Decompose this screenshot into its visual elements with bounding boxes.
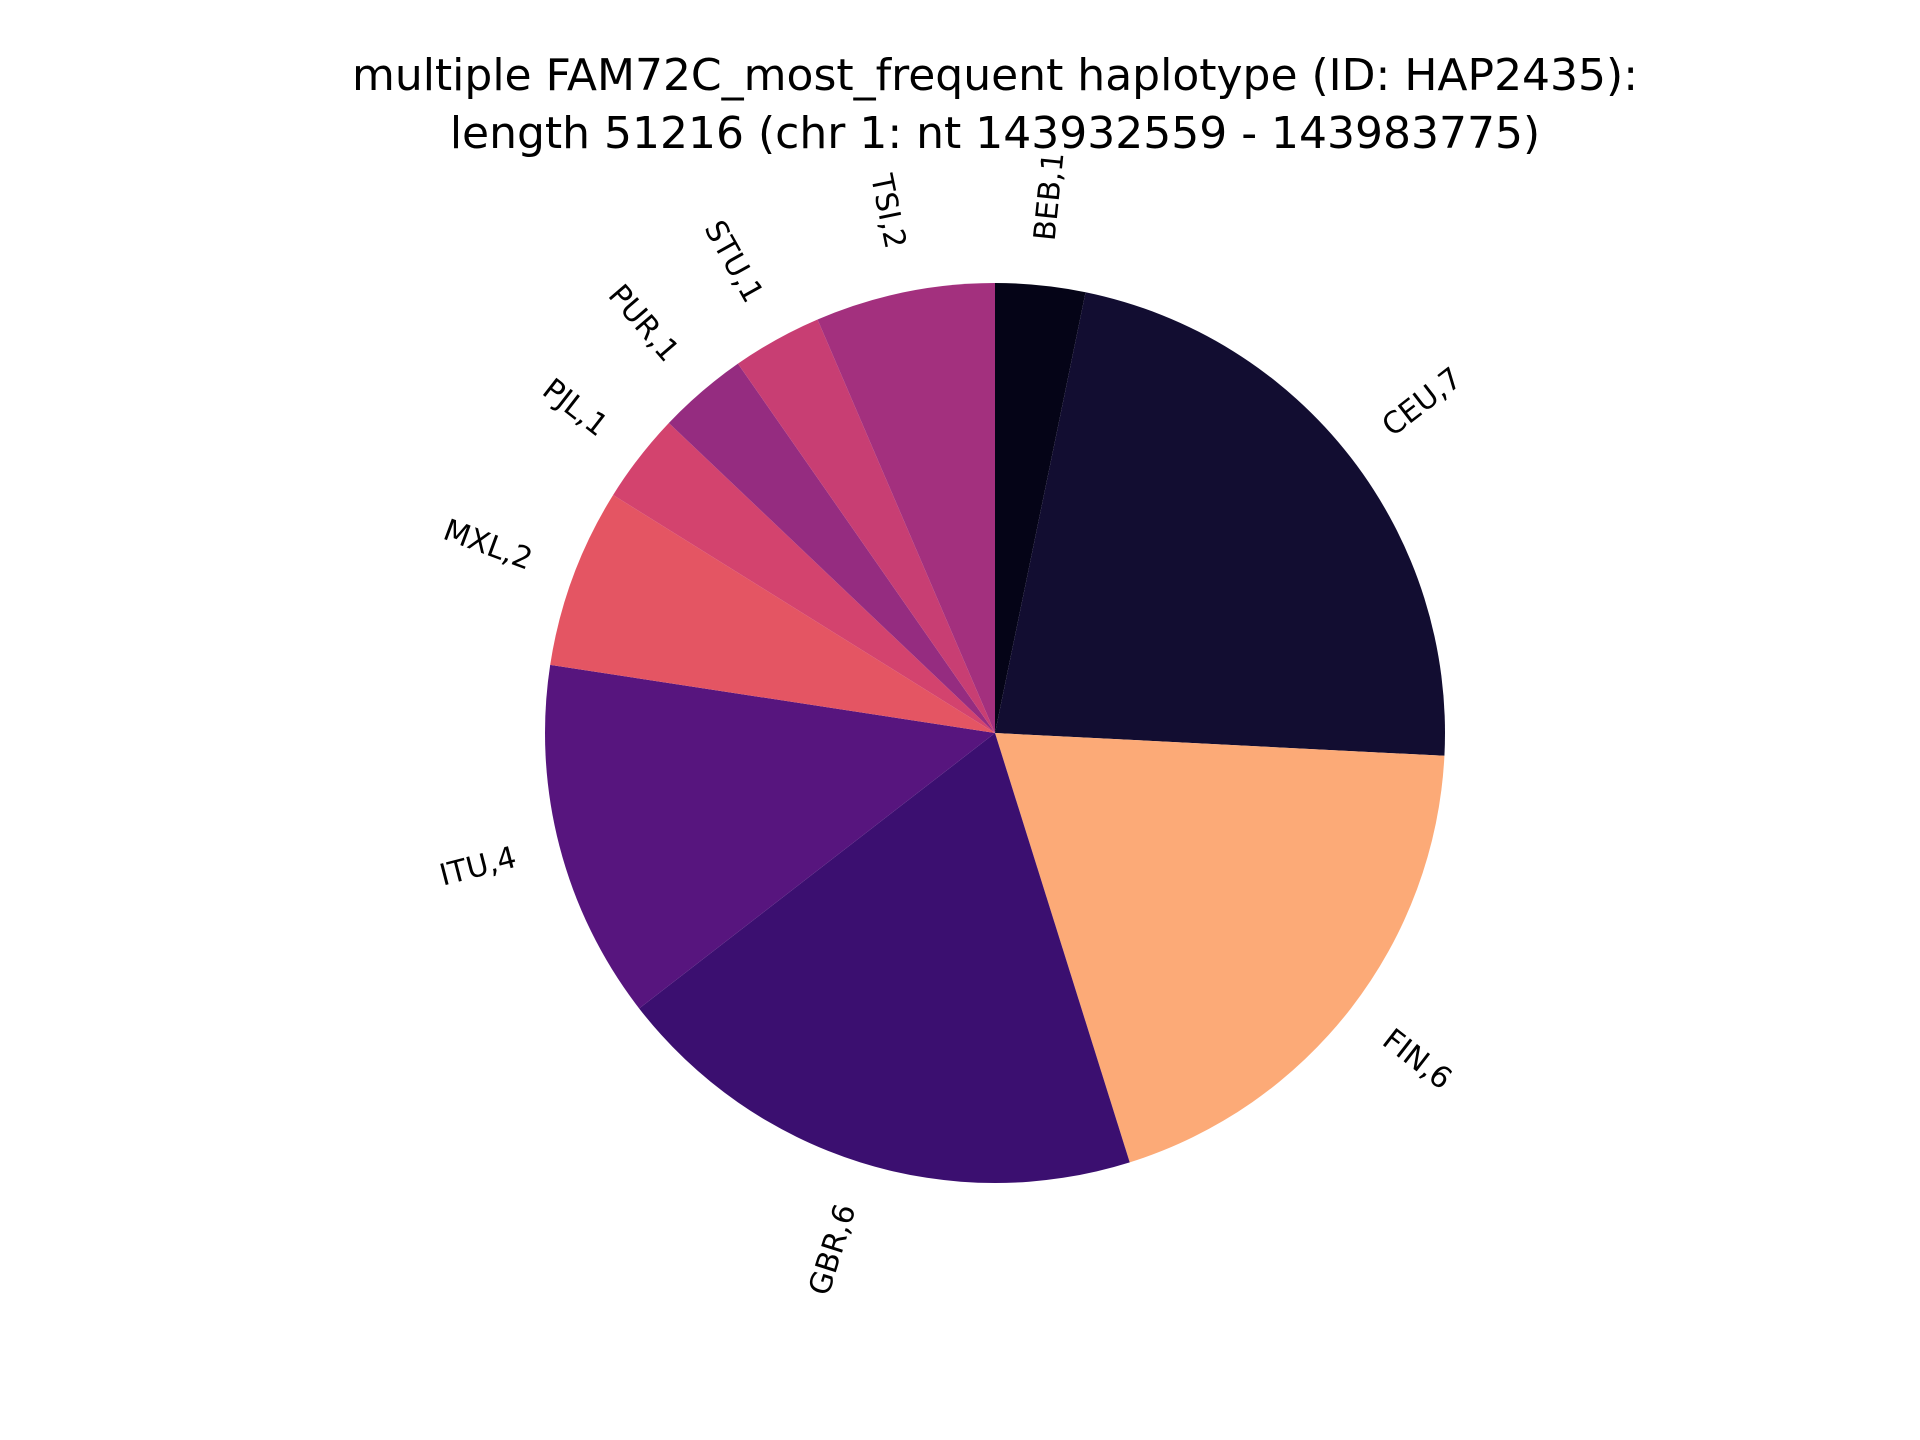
pie-slice-tsi bbox=[817, 283, 995, 733]
pie-slices bbox=[545, 283, 1446, 1184]
pie-slice-gbr bbox=[639, 733, 1130, 1184]
chart-title-line-1: multiple FAM72C_most_frequent haplotype … bbox=[352, 50, 1638, 101]
pie-slice-beb bbox=[995, 283, 1086, 733]
pie-slice-pjl bbox=[613, 422, 995, 733]
pie-slice-stu bbox=[737, 319, 995, 733]
pie-slice-fin bbox=[995, 733, 1445, 1163]
pie-slice-itu bbox=[545, 664, 995, 1009]
pie-slice-pur bbox=[668, 363, 995, 733]
pie-slice-mxl bbox=[550, 494, 995, 733]
pie-slice-ceu bbox=[995, 292, 1446, 756]
chart-title-line-2: length 51216 (chr 1: nt 143932559 - 1439… bbox=[450, 108, 1540, 159]
